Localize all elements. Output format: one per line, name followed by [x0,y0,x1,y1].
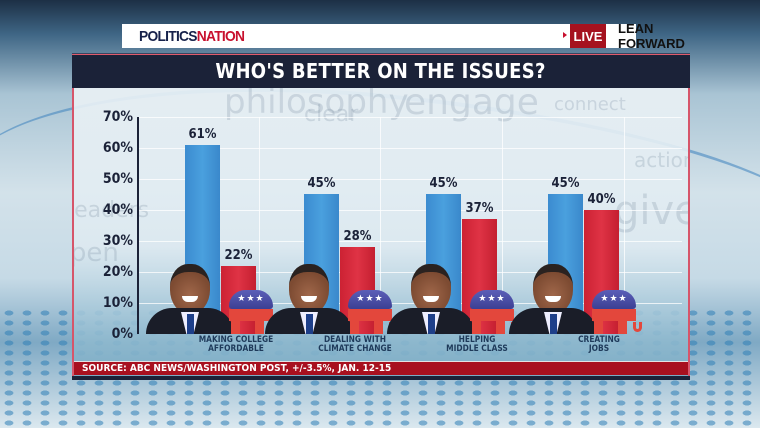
gop-elephant-icon: ★★★ [346,290,398,334]
obama-portrait [509,252,597,334]
gridline [139,117,682,118]
gridline [139,210,682,211]
y-tick-label: 0% [111,326,133,342]
gridline [259,117,260,334]
bar-value-label: 28% [343,229,372,244]
watermark-word: philosophy [224,88,409,122]
chart-title-bar: WHO'S BETTER ON THE ISSUES? [72,53,690,88]
source-bar: SOURCE: ABC NEWS/WASHINGTON POST, +/-3.5… [74,361,688,375]
gridline [139,179,682,180]
gridline [139,272,682,273]
obama-portrait [265,252,353,334]
y-tick-label: 30% [102,233,133,249]
y-tick-label: 50% [102,171,133,187]
watermark-word: leaders [72,198,150,223]
y-tick-label: 10% [102,295,133,311]
category-label: DEALING WITH CLIMATE CHANGE [318,335,392,354]
bar-value-label: 45% [551,176,580,191]
gridline [139,241,682,242]
source-text: SOURCE: ABC NEWS/WASHINGTON POST, +/-3.5… [82,363,392,374]
watermark-word: give [614,188,688,234]
obama-portrait [387,252,475,334]
live-arrow-icon [563,32,567,38]
category-label: HELPING MIDDLE CLASS [446,335,508,354]
bar-value-label: 22% [224,248,253,263]
network-tagline: LEAN FORWARD [618,21,685,51]
y-tick-label: 70% [102,109,133,125]
live-badge: LIVE [570,24,606,48]
bar-value-label: 40% [587,192,616,207]
chart-title: WHO'S BETTER ON THE ISSUES? [215,59,547,83]
y-tick-label: 60% [102,140,133,156]
logo-part-nation: NATION [196,27,245,45]
bar-value-label: 45% [307,176,336,191]
watermark-word: clear [304,102,359,127]
y-tick-label: 20% [102,264,133,280]
gridline [139,148,682,149]
obama-portrait [146,252,234,334]
panel-bottom-edge [72,376,690,380]
bar-value-label: 45% [429,176,458,191]
category-label: CREATING JOBS [578,335,620,354]
watermark-word: actions [634,148,688,172]
watermark-word: connect [554,94,626,115]
show-logo: POLITICSNATION [139,27,245,45]
gop-elephant-icon: ★★★ [590,290,642,334]
gridline [502,117,503,334]
category-label: MAKING COLLEGE AFFORDABLE [198,335,274,354]
logo-part-politics: POLITICS [139,27,197,45]
gridline [380,117,381,334]
y-tick-label: 40% [102,202,133,218]
bar-value-label: 61% [188,127,217,142]
plot-area: 0% 10% 20% 30% 40% 50% 60% 70% 61% 22% ★… [103,109,682,342]
bar-value-label: 37% [465,201,494,216]
show-header-bar: POLITICSNATION LIVE LEAN FORWARD [122,21,685,51]
gridline [139,303,682,304]
watermark-word: open [74,238,119,268]
gridline [624,117,625,334]
chart-panel: philosophy clear engage connect leaders … [72,88,690,376]
